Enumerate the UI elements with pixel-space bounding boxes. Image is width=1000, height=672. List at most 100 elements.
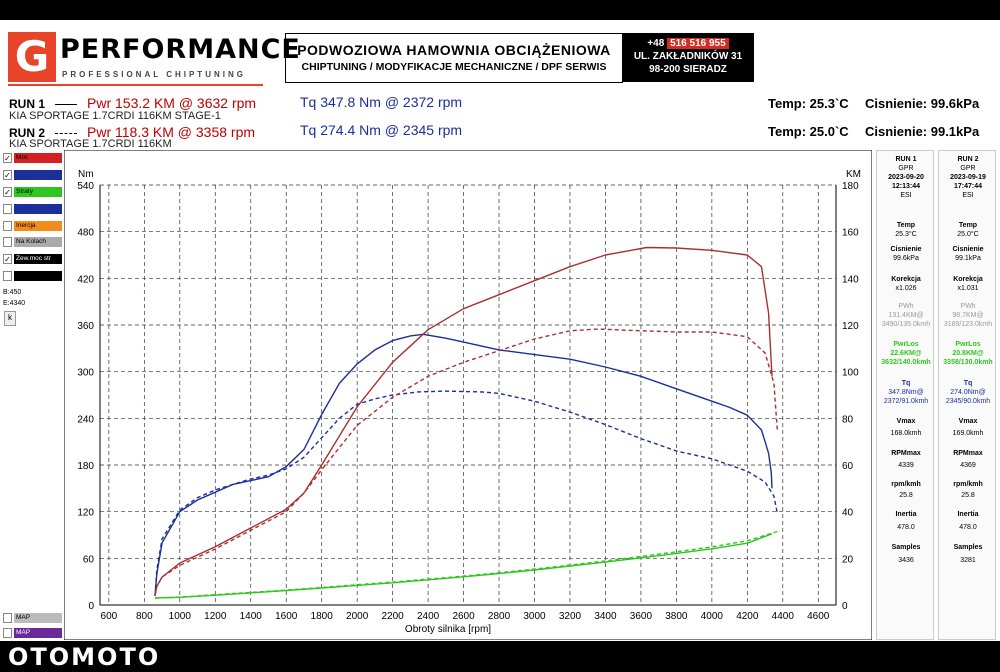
- run1-time: 12:13:44: [891, 183, 921, 190]
- y-right-tick-label-2: 40: [842, 508, 854, 519]
- series-line-2: [154, 246, 773, 596]
- x-tick-label-3: 1200: [204, 611, 227, 622]
- run1-pwh1: 131.4KM@: [888, 312, 924, 319]
- map2-label: MAP: [14, 628, 62, 638]
- otomoto-watermark: OTOMOTO: [8, 643, 161, 671]
- x-tick-label-0: 600: [101, 611, 118, 622]
- run2-vmax: 169.0kmh: [952, 430, 984, 437]
- run1-rpmkmh: 25.8: [899, 492, 913, 499]
- legend-checkbox-2[interactable]: ✓: [3, 187, 12, 197]
- y-right-tick-label-8: 160: [842, 228, 859, 239]
- run2-pwh-label: PWh: [960, 303, 976, 310]
- run2-dashed-legend: [55, 133, 78, 135]
- legend-toggle-4[interactable]: Inercja: [3, 221, 62, 233]
- run1-temp: 25.3°C: [895, 231, 917, 238]
- x-tick-label-17: 4000: [701, 611, 724, 622]
- x-tick-label-6: 1800: [311, 611, 334, 622]
- legend-swatch-6: Zew.moc str: [14, 254, 62, 264]
- legend-checkbox-6[interactable]: ✓: [3, 254, 12, 264]
- k-button[interactable]: k: [4, 311, 16, 326]
- run1-label: RUN 1: [9, 97, 46, 111]
- legend-toggle-0[interactable]: ✓ Moc: [3, 153, 62, 165]
- legend-toggle-6[interactable]: ✓ Zew.moc str: [3, 254, 62, 266]
- run2-kor: x1.031: [957, 285, 979, 292]
- x-tick-label-7: 2000: [346, 611, 369, 622]
- map2-toggle[interactable]: MAP: [3, 628, 62, 640]
- run1-pwrlos2: 3632/140.0kmh: [881, 359, 931, 366]
- x-tick-label-5: 1600: [275, 611, 298, 622]
- run1-samples: 3436: [898, 557, 914, 564]
- logo-word: PERFORMANCE: [60, 34, 301, 65]
- x-tick-label-18: 4200: [736, 611, 759, 622]
- run1-press-label: Cisnienie: [890, 246, 922, 253]
- logo-underline: [8, 84, 263, 86]
- run1-temp: Temp: 25.3`C: [768, 96, 849, 111]
- run1-rpmmax: 4339: [898, 462, 914, 469]
- run1-pwrlos-label: PwrLos: [893, 341, 919, 348]
- legend-toggle-7[interactable]: [3, 271, 62, 283]
- legend-checkbox-3[interactable]: [3, 204, 12, 214]
- y-left-tick-label-1: 60: [83, 554, 95, 565]
- x-tick-label-4: 1400: [240, 611, 263, 622]
- legend-checkbox-5[interactable]: [3, 237, 12, 247]
- phone-number: 516 516 955: [667, 38, 729, 49]
- y-left-tick-label-6: 360: [77, 321, 94, 332]
- legend-toggle-3[interactable]: [3, 204, 62, 216]
- run1-pwh-label: PWh: [898, 303, 914, 310]
- y-left-tick-label-9: 540: [77, 181, 94, 192]
- run2-tq-label: Tq: [963, 380, 973, 387]
- x-tick-label-2: 1000: [169, 611, 192, 622]
- run2-tq: Tq 274.4 Nm @ 2345 rpm: [300, 122, 463, 138]
- legend-swatch-7: [14, 271, 62, 281]
- run2-tq2: 2345/90.0kmh: [945, 398, 991, 405]
- x-tick-label-8: 2200: [382, 611, 405, 622]
- y-right-tick-label-6: 120: [842, 321, 859, 332]
- legend-swatch-4: Inercja: [14, 221, 62, 231]
- x-tick-label-9: 2400: [417, 611, 440, 622]
- legend-checkbox-0[interactable]: ✓: [3, 153, 12, 163]
- run2-stats-column: RUN 2 GPR 2023-09-19 17:47:44 ESI Temp 25.0°C C…: [938, 150, 996, 640]
- run1-kor-label: Korekcja: [891, 276, 921, 283]
- run2-pwh2: 3189/123.0kmh: [943, 321, 993, 328]
- legend-checkbox-4[interactable]: [3, 221, 12, 231]
- top-black-bar: [0, 0, 1000, 20]
- run2-samples: 3281: [960, 557, 976, 564]
- series-line-3: [154, 328, 778, 596]
- legend-toggle-2[interactable]: ✓ Straty: [3, 187, 62, 199]
- e-value: E:4340: [3, 300, 26, 307]
- header-subtitle: CHIPTUNING / MODYFIKACJE MECHANICZNE / D…: [301, 61, 607, 73]
- run1-pressure: Cisnienie: 99.6kPa: [865, 96, 980, 111]
- legend-toggle-5[interactable]: Na Kolach: [3, 237, 62, 249]
- run1-solid-legend: [55, 104, 78, 106]
- legend-toggle-1[interactable]: ✓: [3, 170, 62, 182]
- map-toggle[interactable]: MAP: [3, 613, 62, 625]
- x-tick-label-1: 800: [136, 611, 153, 622]
- run1-vmax: 168.0kmh: [890, 430, 922, 437]
- y-left-tick-label-4: 240: [77, 414, 94, 425]
- x-tick-label-13: 3200: [559, 611, 582, 622]
- run1-tq2: 2372/91.0kmh: [883, 398, 929, 405]
- address-line2: 98-200 SIERADZ: [649, 64, 727, 75]
- run2-rpmkmh-label: rpm/kmh: [953, 481, 983, 488]
- run1-pwrlos1: 22.6KM@: [890, 350, 922, 357]
- series-line-0: [154, 333, 773, 596]
- run1-row: RUN 1 Pwr 153.2 KM @ 3632 rpm: [9, 95, 256, 111]
- map-checkbox[interactable]: [3, 613, 12, 623]
- legend-swatch-3: [14, 204, 62, 214]
- y-left-tick-label-8: 480: [77, 228, 94, 239]
- run1-inertia: 478.0: [897, 524, 915, 531]
- x-tick-label-14: 3400: [594, 611, 617, 622]
- y-left-tick-label-2: 120: [77, 508, 94, 519]
- run1-date: 2023-09-20: [888, 174, 924, 181]
- legend-checkbox-7[interactable]: [3, 271, 12, 281]
- legend-checkbox-1[interactable]: ✓: [3, 170, 12, 180]
- run1-name: GPR: [898, 165, 914, 172]
- run1-pwh2: 3490/135.0kmh: [881, 321, 931, 328]
- run2-rpmmax: 4369: [960, 462, 976, 469]
- run2-pwh1: 98.7KM@: [952, 312, 984, 319]
- run2-temp: 25.0°C: [957, 231, 979, 238]
- run1-rpmkmh-label: rpm/kmh: [891, 481, 921, 488]
- chart-background: [64, 150, 872, 640]
- map2-checkbox[interactable]: [3, 628, 12, 638]
- run2-date: 2023-09-19: [950, 174, 986, 181]
